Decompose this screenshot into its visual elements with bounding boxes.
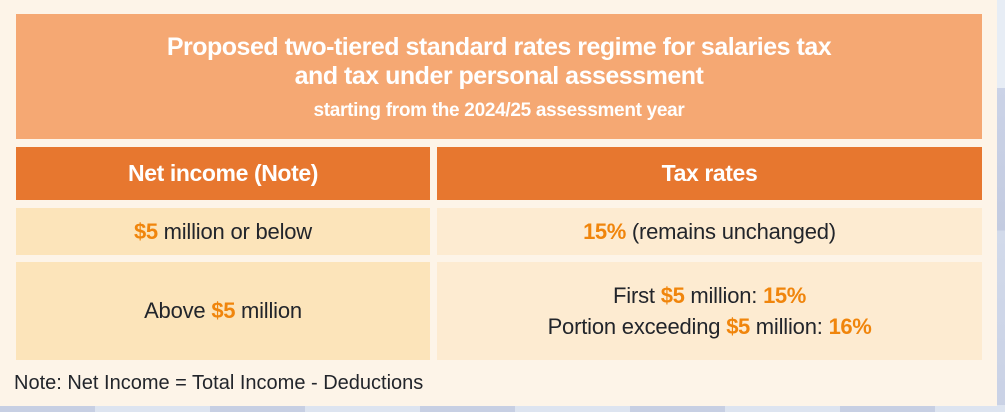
table-header-row: Net income (Note) Tax rates [16,147,982,200]
net-income-suffix: million [235,298,302,323]
net-income-text: million or below [157,218,313,244]
net-income-column-header: Net income (Note) [16,147,430,200]
amount-accent: $5 [726,314,750,339]
table-row-tier-2: Above $5 million First $5 million: 15% P… [16,262,982,360]
tax-infographic-card: Proposed two-tiered standard rates regim… [0,0,997,406]
line-prefix: Portion exceeding [547,314,727,339]
tax-rates-column-header: Tax rates [437,147,982,200]
page-background-pattern-right [996,0,1005,412]
rate-accent: 15% [763,283,806,308]
title-line-1: Proposed two-tiered standard rates regim… [166,33,832,61]
line-mid: million: [749,314,829,339]
rate-note-text: (remains unchanged) [625,218,836,244]
page-background-pattern-bottom [0,405,1005,412]
title-line-2: and tax under personal assessment [294,62,704,90]
amount-accent: $5 [660,283,685,308]
net-income-prefix: Above [144,298,212,323]
tax-rate-line-exceeding: Portion exceeding $5 million: 16% [548,311,872,342]
rate-accent: 16% [828,314,872,339]
net-income-cell-tier-1: $5 million or below [16,208,430,255]
header-banner: Proposed two-tiered standard rates regim… [16,14,982,139]
table-row-tier-1: $5 million or below 15% (remains unchang… [16,208,982,255]
tax-rate-cell-tier-2: First $5 million: 15% Portion exceeding … [437,262,982,360]
footnote-net-income-definition: Note: Net Income = Total Income - Deduct… [14,372,424,394]
tax-rate-cell-tier-1: 15% (remains unchanged) [437,208,982,255]
rate-accent: 15% [583,218,626,244]
net-income-cell-tier-2: Above $5 million [16,262,430,360]
amount-accent: $5 [211,298,236,323]
line-mid: million: [684,283,764,308]
subtitle-assessment-year: starting from the 2024/25 assessment yea… [313,100,685,121]
tax-rate-line-first: First $5 million: 15% [548,280,872,311]
line-prefix: First [613,283,661,308]
amount-accent: $5 [134,218,158,244]
